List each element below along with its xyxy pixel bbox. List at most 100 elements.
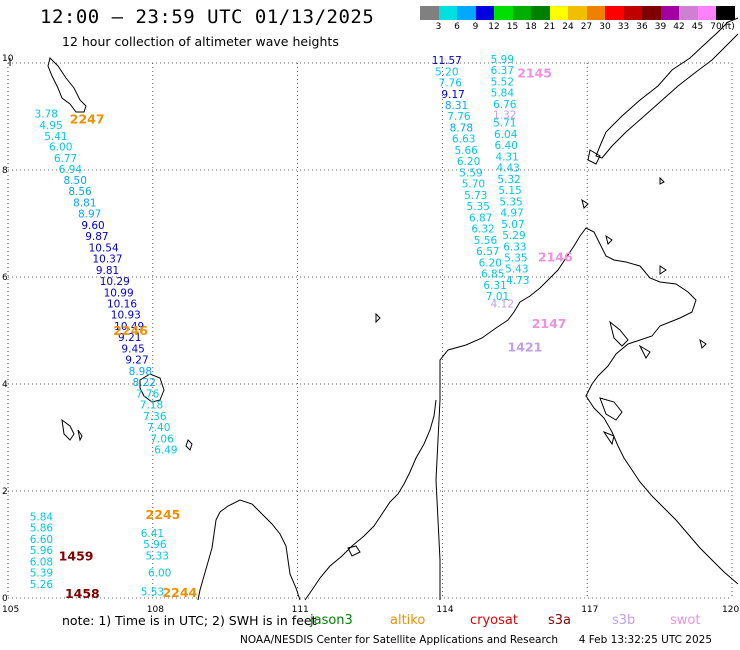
wave-height-values: 3.784.955.416.006.776.948.508.568.818.97… [30, 54, 530, 598]
color-scale-tick: 42 [673, 22, 685, 32]
track-time-label: 2146 [538, 249, 573, 264]
wave-height-label: 7.76 [136, 388, 160, 400]
color-swatch-5 [512, 6, 531, 20]
wave-height-label: 9.17 [441, 89, 464, 101]
wave-height-label: 10.29 [100, 276, 130, 288]
wave-height-label: 10.99 [104, 287, 134, 299]
color-scale-tick: 70 [710, 22, 722, 32]
wave-height-label: 6.04 [494, 129, 518, 141]
wave-height-label: 5.84 [30, 511, 54, 523]
lon-label: 117 [581, 605, 598, 615]
color-scale-tick: 21 [543, 22, 556, 32]
wave-height-label: 5.84 [491, 88, 515, 100]
credit-org: NOAA/NESDIS Center for Satellite Applica… [240, 634, 558, 646]
wave-height-label: 5.29 [502, 230, 525, 242]
lat-label: 10 [2, 54, 14, 64]
lat-label: 6 [2, 273, 8, 283]
color-scale-tick: 30 [599, 22, 611, 32]
wave-height-label: 8.56 [68, 186, 92, 198]
wave-height-label: 6.37 [491, 65, 514, 77]
wave-height-label: 6.00 [49, 142, 72, 154]
wave-height-label: 6.49 [154, 445, 177, 457]
color-scale-tick: 9 [472, 22, 479, 32]
lat-label: 2 [2, 487, 8, 497]
wave-height-label: 5.35 [504, 252, 527, 264]
color-scale-unit: (ft) [721, 22, 735, 32]
wave-height-label: 9.60 [81, 220, 104, 232]
wave-height-label: 6.20 [457, 156, 480, 168]
wave-height-label: 5.59 [459, 167, 482, 179]
track-time-label: 2247 [70, 111, 105, 126]
wave-height-label: 8.81 [73, 197, 96, 209]
satellite-legend-s3b: s3b [612, 613, 636, 628]
wave-height-label: 4.95 [39, 120, 62, 132]
wave-height-label: 5.43 [505, 264, 528, 276]
color-scale-tick: 45 [691, 22, 704, 32]
wave-height-label: 10.54 [89, 242, 119, 254]
wave-height-label: 9.81 [96, 265, 119, 277]
wave-height-label: 5.56 [474, 235, 498, 247]
wave-height-label: 5.15 [498, 185, 521, 197]
lon-label: 108 [147, 605, 164, 615]
wave-height-label: 5.99 [491, 54, 514, 66]
wave-height-label: 7.40 [147, 422, 170, 434]
color-swatch-6 [531, 6, 550, 20]
wave-height-label: 5.32 [497, 174, 520, 186]
wave-height-label: 3.78 [35, 109, 58, 121]
wave-height-label: 5.35 [499, 196, 522, 208]
wave-height-label: 7.01 [486, 291, 509, 303]
footnote: note: 1) Time is in UTC; 2) SWH is in fe… [62, 613, 317, 628]
color-scale-bar [420, 6, 735, 20]
color-swatch-3 [475, 6, 494, 20]
color-swatch-4 [494, 6, 513, 20]
wave-height-label: 6.41 [141, 528, 164, 540]
wave-height-label: 7.76 [439, 78, 463, 90]
wave-height-label: 4.43 [496, 163, 519, 175]
wave-height-label: 8.22 [133, 377, 156, 389]
wave-height-label: 4.12 [491, 298, 514, 310]
wave-height-label: 6.00 [148, 568, 171, 580]
color-swatch-11 [623, 6, 642, 20]
wave-height-label: 6.76 [493, 99, 517, 111]
wave-height-label: 8.78 [450, 122, 473, 134]
wave-height-label: 5.52 [491, 76, 514, 88]
wave-height-label: 5.71 [493, 118, 516, 130]
credit-line: NOAA/NESDIS Center for Satellite Applica… [240, 634, 712, 646]
wave-height-label: 8.97 [78, 209, 101, 221]
satellite-legend-jason3: jason3 [310, 613, 353, 628]
color-swatch-1 [438, 6, 457, 20]
wave-height-label: 1.32 [493, 110, 516, 122]
wave-height-label: 10.49 [114, 321, 144, 333]
lon-label: 120 [722, 605, 739, 615]
wave-height-label: 5.20 [435, 66, 458, 78]
color-swatch-14 [679, 6, 698, 20]
wave-height-label: 10.16 [107, 298, 137, 310]
color-swatch-12 [642, 6, 661, 20]
wave-height-label: 7.18 [140, 400, 163, 412]
page-title: 12:00 – 23:59 UTC 01/13/2025 [40, 6, 375, 28]
track-time-label: 1459 [59, 549, 94, 564]
lon-label: 114 [436, 605, 453, 615]
wave-height-label: 6.94 [59, 164, 83, 176]
wave-height-label: 6.60 [30, 534, 53, 546]
wave-height-label: 10.93 [111, 310, 141, 322]
color-swatch-9 [586, 6, 605, 20]
color-scale-tick: 12 [488, 22, 500, 32]
lon-label: 105 [2, 605, 19, 615]
wave-height-label: 7.36 [143, 411, 167, 423]
wave-height-label: 6.33 [503, 241, 526, 253]
wave-height-label: 6.08 [30, 556, 53, 568]
track-time-label: 1458 [65, 586, 100, 601]
track-time-label: 2147 [532, 316, 567, 331]
color-swatch-16 [716, 6, 735, 20]
satellite-legend-altiko: altiko [390, 613, 426, 628]
wave-height-label: 6.57 [476, 246, 499, 258]
wave-height-label: 9.27 [125, 355, 148, 367]
wave-height-label: 4.97 [500, 208, 523, 220]
satellite-legend-s3a: s3a [548, 613, 572, 628]
track-time-label: 2244 [162, 585, 197, 600]
wave-height-label: 5.41 [44, 131, 67, 143]
wave-height-label: 6.40 [495, 140, 518, 152]
wave-height-label: 5.96 [30, 545, 54, 557]
track-time-label: 2246 [113, 323, 148, 338]
